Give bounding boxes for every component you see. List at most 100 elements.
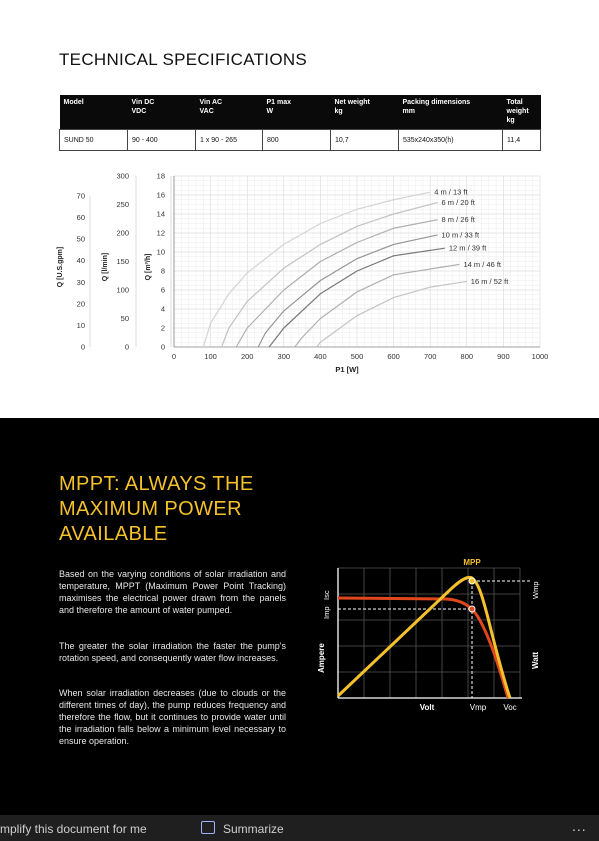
series-line [316, 280, 467, 348]
header-net-weight: Net weight kg [330, 95, 399, 130]
series-line [235, 219, 438, 348]
mppt-diagram: MPP Isc Imp Ampere Wmp Watt Volt Vmp Voc [317, 558, 540, 712]
y-tick-label: 14 [157, 210, 165, 219]
y-tick-label: 18 [157, 172, 165, 181]
cell-vin-dc: 90 - 400 [127, 129, 196, 152]
y-tick-label: 20 [77, 299, 85, 308]
x-tick-label: 700 [424, 352, 437, 361]
mppt-section [0, 418, 599, 841]
mppt-title-line: AVAILABLE [59, 523, 168, 545]
series-label: 8 m / 26 ft [442, 215, 476, 224]
y-tick-label: 60 [77, 213, 85, 222]
series-line [202, 191, 431, 348]
series-line [294, 263, 460, 348]
y-tick-label: 30 [77, 278, 85, 287]
isc-label: Isc [322, 590, 331, 600]
y-axis-label: Q [U.S.gpm] [57, 247, 64, 287]
y-tick-label: 200 [116, 229, 129, 238]
mppt-title-line: MPPT: ALWAYS THE [59, 473, 254, 495]
watt-label: Watt [531, 652, 540, 669]
diagram-grid [338, 567, 521, 698]
cell-p1-max: 800 [262, 129, 331, 152]
y-tick-label: 150 [116, 257, 129, 266]
volt-label: Volt [420, 703, 435, 712]
y-tick-label: 10 [77, 321, 85, 330]
assistant-toolbar [0, 815, 599, 841]
x-tick-label: 600 [387, 352, 400, 361]
series-label: 4 m / 13 ft [434, 188, 468, 197]
y-tick-label: 12 [157, 229, 165, 238]
series-label: 16 m / 52 ft [471, 277, 509, 286]
spec-data-row: SUND 50 90 - 400 1 x 90 - 265 800 10,7 5… [59, 129, 541, 152]
y-tick-label: 50 [77, 235, 85, 244]
more-options-button[interactable]: ... [572, 818, 587, 834]
series-line [268, 247, 445, 348]
simplify-button[interactable]: mplify this document for me [0, 822, 147, 836]
cell-net-weight: 10,7 [330, 129, 399, 152]
y-tick-label: 300 [116, 172, 129, 181]
y-tick-label: 0 [81, 343, 85, 352]
header-vin-dc: Vin DC VDC [127, 95, 196, 130]
x-tick-label: 800 [461, 352, 474, 361]
power-curve [336, 575, 512, 699]
voc-label: Voc [503, 703, 516, 712]
cell-total-weight: 11,4 [502, 129, 541, 152]
cell-model: SUND 50 [59, 129, 128, 152]
x-tick-label: 200 [241, 352, 254, 361]
series-line [221, 202, 438, 348]
series-line [257, 234, 438, 348]
y-tick-label: 0 [161, 343, 165, 352]
mpp-label: MPP [463, 558, 481, 567]
x-tick-label: 400 [314, 352, 327, 361]
y-axis-label: Q [l/min] [102, 253, 109, 281]
x-tick-label: 0 [172, 352, 176, 361]
imp-point [468, 605, 476, 613]
y-tick-label: 4 [161, 305, 165, 314]
header-packing-dimensions: Packing dimensions mm [398, 95, 503, 130]
y-tick-label: 250 [116, 200, 129, 209]
series-label: 10 m / 33 ft [442, 230, 480, 239]
vmp-label: Vmp [470, 703, 487, 712]
x-tick-label: 1000 [532, 352, 549, 361]
spec-header-row: Model Vin DC VDC Vin AC VAC P1 max W Net we… [59, 95, 541, 130]
mppt-paragraph-2: The greater the solar irradiation the fa… [59, 641, 286, 663]
mppt-paragraph-1: Based on the varying conditions of solar… [59, 569, 286, 615]
current-curve [337, 596, 510, 699]
header-total-weight: Total weight kg [502, 95, 541, 130]
x-tick-label: 300 [278, 352, 291, 361]
mppt-paragraph-3: When solar irradiation decreases (due to… [59, 688, 287, 746]
series-label: 14 m / 46 ft [463, 260, 501, 269]
y-tick-label: 40 [77, 256, 85, 265]
mpp-point [468, 577, 476, 585]
y-tick-label: 8 [161, 267, 165, 276]
series-label: 6 m / 20 ft [442, 198, 476, 207]
mppt-title: MPPT: ALWAYS THE MAXIMUM POWER AVAILABLE [59, 472, 254, 547]
imp-label: Imp [322, 606, 331, 619]
y-axis-label: Q [m³/h] [145, 254, 152, 281]
y-tick-label: 50 [121, 314, 129, 323]
summarize-button[interactable]: Summarize [223, 822, 284, 836]
ampere-label: Ampere [317, 643, 326, 673]
header-p1-max: P1 max W [262, 95, 331, 130]
header-model: Model [59, 95, 128, 130]
x-tick-label: 900 [497, 352, 510, 361]
wmp-label: Wmp [531, 582, 540, 600]
x-tick-label: 100 [204, 352, 217, 361]
y-tick-label: 100 [116, 286, 129, 295]
summarize-icon [201, 821, 215, 834]
series-label: 12 m / 39 ft [449, 244, 487, 253]
y-tick-label: 0 [125, 343, 129, 352]
y-tick-label: 10 [157, 248, 165, 257]
header-vin-ac: Vin AC VAC [195, 95, 263, 130]
y-tick-label: 16 [157, 191, 165, 200]
cell-packing-dimensions: 535x240x350(h) [398, 129, 503, 152]
spec-table: Model Vin DC VDC Vin AC VAC P1 max W Net we… [59, 95, 541, 152]
x-tick-label: 500 [351, 352, 364, 361]
x-axis-label: P1 [W] [335, 365, 359, 374]
y-tick-label: 6 [161, 286, 165, 295]
spec-title: TECHNICAL SPECIFICATIONS [59, 50, 308, 69]
y-tick-label: 2 [161, 324, 165, 333]
y-tick-label: 70 [77, 191, 85, 200]
mppt-title-line: MAXIMUM POWER [59, 498, 242, 520]
